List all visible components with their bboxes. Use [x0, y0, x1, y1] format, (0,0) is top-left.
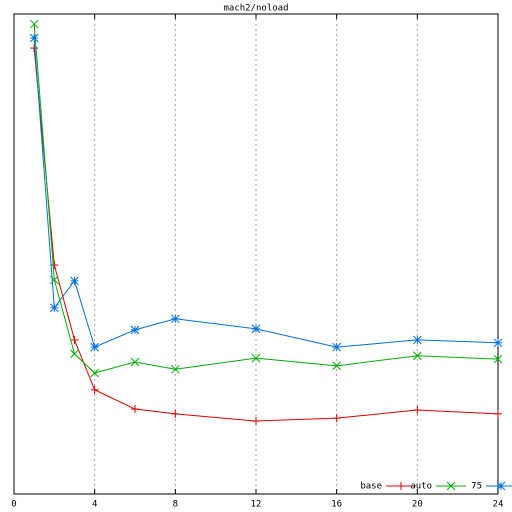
marker [251, 324, 261, 334]
marker [130, 325, 140, 335]
marker-stroke [29, 33, 39, 43]
marker [70, 349, 79, 359]
marker [70, 335, 79, 344]
legend-label: base [360, 482, 382, 492]
x-tick-label: 0 [11, 500, 16, 510]
marker [170, 314, 180, 324]
marker-stroke [496, 481, 506, 491]
marker [332, 414, 341, 423]
marker-stroke [49, 303, 59, 313]
legend-label: auto [410, 482, 432, 492]
x-tick-label: 20 [412, 500, 423, 510]
marker [413, 406, 422, 414]
x-tick-label: 24 [493, 500, 504, 510]
x-tick-label: 12 [251, 500, 262, 510]
marker-stroke [412, 335, 422, 345]
marker [90, 342, 100, 352]
marker [493, 338, 503, 348]
marker [496, 481, 506, 491]
marker-stroke [493, 338, 503, 348]
marker [332, 361, 342, 371]
legend-label: 75 [471, 482, 482, 492]
x-tick-label: 8 [173, 500, 178, 510]
marker-stroke [90, 368, 100, 378]
marker-stroke [130, 325, 140, 335]
marker-stroke [49, 275, 59, 285]
marker [494, 409, 502, 418]
marker [30, 44, 39, 53]
x-tick-label: 4 [92, 500, 97, 510]
marker [90, 385, 99, 394]
marker-stroke [251, 353, 261, 363]
marker [446, 481, 456, 491]
marker-stroke [332, 361, 342, 371]
marker-stroke [90, 342, 100, 352]
marker [412, 335, 422, 345]
marker-stroke [251, 324, 261, 334]
marker [70, 276, 79, 286]
chart-title: mach2/noload [223, 4, 288, 14]
marker-stroke [332, 342, 342, 352]
marker-stroke [130, 357, 140, 367]
marker [332, 342, 342, 352]
series-line [33, 24, 499, 374]
marker-stroke [446, 481, 456, 491]
marker-stroke [493, 354, 503, 364]
marker [412, 351, 422, 361]
marker-stroke [70, 276, 79, 286]
series-line [33, 37, 499, 348]
marker-stroke [70, 349, 79, 359]
marker [29, 33, 39, 43]
marker [29, 19, 39, 29]
marker-stroke [412, 351, 422, 361]
marker [131, 405, 139, 414]
x-tick-label: 16 [331, 500, 342, 510]
marker [170, 364, 180, 374]
marker [251, 353, 261, 363]
marker [49, 303, 59, 313]
series-line [33, 48, 499, 422]
marker [252, 417, 260, 426]
marker [130, 357, 140, 367]
marker-stroke [170, 314, 180, 324]
marker [171, 409, 180, 418]
marker [50, 261, 59, 270]
marker-stroke [170, 364, 180, 374]
marker [493, 354, 503, 364]
marker [397, 482, 405, 490]
marker-stroke [29, 19, 39, 29]
marker [90, 368, 100, 378]
